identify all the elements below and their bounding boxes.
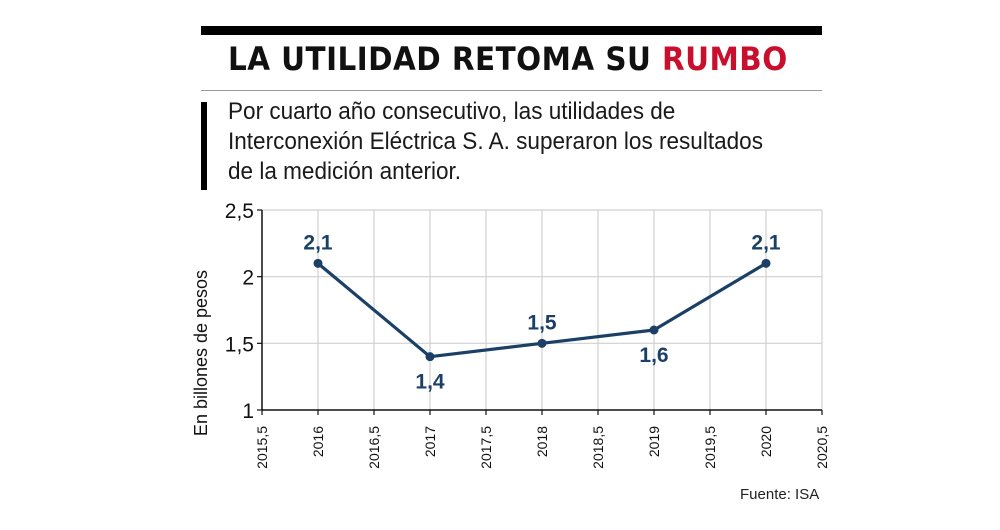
- data-label: 2,1: [303, 231, 333, 254]
- x-tick-label: 2019: [646, 426, 662, 457]
- x-tick-label: 2017: [422, 426, 438, 457]
- x-tick-label: 2016: [310, 426, 326, 457]
- y-tick-label: 1: [242, 400, 254, 423]
- y-tick-label: 2: [242, 267, 254, 290]
- headline: LA UTILIDAD RETOMA SU RUMBO: [228, 40, 788, 78]
- headline-accent: RUMBO: [662, 40, 788, 78]
- y-tick-label: 2,5: [225, 200, 254, 223]
- data-label: 1,4: [415, 371, 445, 394]
- x-tick-label: 2018,5: [590, 426, 606, 469]
- y-tick-label: 1,5: [225, 333, 254, 356]
- x-tick-label: 2017,5: [478, 426, 494, 469]
- data-label: 2,1: [751, 231, 781, 254]
- data-label: 1,6: [639, 344, 668, 367]
- data-point: [425, 352, 435, 362]
- chart-series: [313, 258, 771, 362]
- data-label: 1,5: [527, 311, 557, 334]
- x-tick-label: 2019,5: [702, 426, 718, 469]
- data-point: [537, 338, 547, 348]
- headline-rule: [201, 90, 822, 91]
- x-tick-label: 2016,5: [366, 426, 382, 469]
- x-tick-label: 2018: [534, 426, 550, 457]
- source-note: Fuente: ISA: [740, 486, 820, 503]
- top-bar: [201, 26, 822, 35]
- data-point: [313, 258, 323, 268]
- y-axis-title: En billones de pesos: [191, 270, 211, 436]
- x-tick-label: 2020,5: [814, 426, 830, 469]
- headline-main: LA UTILIDAD RETOMA SU: [228, 40, 663, 78]
- chart-grid: [262, 209, 823, 410]
- chart-ticks: 2015,5 2016 2016,5 2017 2017,5 2018 2018,5 2019…: [225, 200, 830, 469]
- chart-data-labels: 2,1 1,4 1,5 1,6 2,1: [303, 231, 781, 393]
- data-point: [649, 325, 659, 335]
- subtitle-side-bar: [201, 102, 207, 190]
- subtitle: Por cuarto año consecutivo, las utilidad…: [228, 98, 763, 185]
- data-point: [761, 258, 771, 268]
- x-tick-label: 2020: [758, 426, 774, 457]
- x-tick-label: 2015,5: [254, 426, 270, 469]
